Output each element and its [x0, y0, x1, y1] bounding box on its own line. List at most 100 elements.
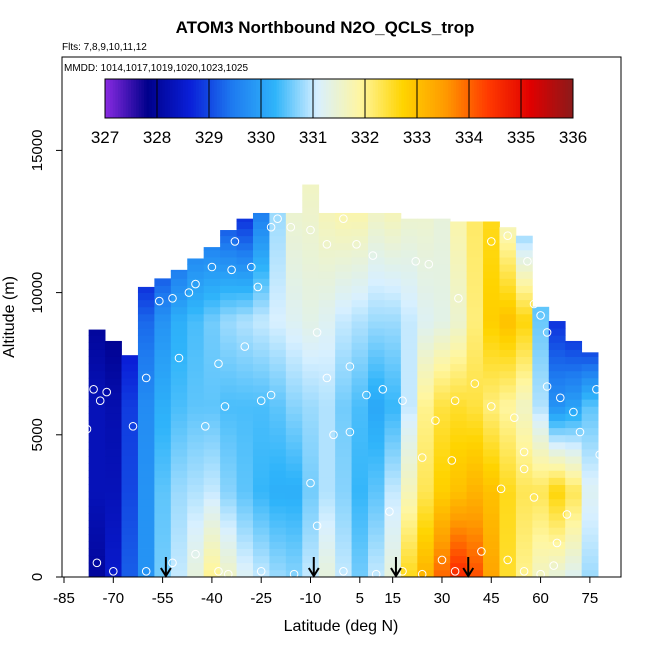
heatmap-cell — [220, 513, 237, 521]
observation-point — [575, 427, 585, 437]
observation-point — [155, 296, 164, 306]
heatmap-cell — [236, 420, 254, 429]
heatmap-cell — [170, 520, 188, 528]
heatmap-cell — [269, 541, 287, 549]
heatmap-cell — [121, 534, 139, 542]
heatmap-cell — [483, 441, 500, 450]
heatmap-cell — [187, 349, 205, 357]
heatmap-cell — [433, 527, 451, 535]
heatmap-cell — [318, 470, 336, 478]
heatmap-cell — [351, 321, 369, 329]
heatmap-cell — [351, 434, 369, 443]
heatmap-cell — [466, 548, 484, 557]
heatmap-cell — [335, 299, 352, 308]
heatmap-cell — [88, 498, 106, 507]
y-tick-label: 0 — [29, 573, 46, 581]
heatmap-cell — [105, 385, 122, 393]
heatmap-cell — [121, 477, 139, 485]
heatmap-cell — [318, 342, 336, 350]
observation-point — [431, 416, 440, 425]
heatmap-cell — [154, 498, 172, 507]
colorbar-segment — [463, 79, 467, 118]
heatmap-cell — [302, 477, 320, 485]
heatmap-cell — [400, 541, 418, 549]
heatmap-cell — [154, 470, 172, 478]
heatmap-cell — [302, 456, 320, 464]
heatmap-cell — [450, 356, 468, 365]
heatmap-cell — [483, 555, 500, 564]
colorbar-segment — [406, 79, 410, 118]
heatmap-cell — [154, 477, 172, 485]
heatmap-cell — [335, 321, 352, 329]
heatmap-cell — [335, 548, 352, 557]
colorbar-segment — [315, 79, 319, 118]
heatmap-cell — [154, 292, 172, 301]
heatmap-cell — [252, 212, 270, 215]
heatmap-cell — [384, 306, 402, 315]
observation-point — [536, 311, 545, 320]
observation-point — [556, 393, 565, 403]
observation-point — [503, 231, 513, 240]
heatmap-cell — [154, 413, 172, 421]
heatmap-cell — [515, 562, 533, 571]
heatmap-cell — [450, 548, 468, 557]
heatmap-cell — [515, 399, 533, 407]
heatmap-cell — [220, 562, 237, 571]
heatmap-cell — [400, 321, 418, 329]
heatmap-cell — [581, 491, 599, 500]
heatmap-cell — [170, 534, 188, 542]
heatmap-cell — [565, 513, 583, 521]
heatmap-cell — [285, 335, 303, 343]
heatmap-cell — [121, 385, 139, 393]
heatmap-cell — [417, 321, 435, 329]
heatmap-cell — [417, 342, 435, 350]
heatmap-cell — [203, 335, 221, 343]
heatmap-cell — [433, 470, 451, 478]
heatmap-cell — [105, 456, 122, 464]
heatmap-cell — [433, 363, 451, 372]
heatmap-cell — [318, 505, 336, 514]
heatmap-cell — [252, 349, 270, 357]
heatmap-cell — [483, 278, 500, 286]
heatmap-cell — [220, 230, 237, 237]
heatmap-cell — [154, 548, 172, 557]
heatmap-cell — [483, 427, 500, 436]
heatmap-cell — [351, 534, 369, 542]
heatmap-cell — [252, 385, 270, 393]
heatmap-cell — [269, 342, 287, 350]
heatmap-cell — [187, 363, 205, 372]
observation-point — [487, 402, 496, 411]
heatmap-cell — [220, 413, 237, 421]
heatmap-cell — [351, 406, 369, 414]
colorbar-segment — [206, 79, 210, 118]
heatmap-cell — [170, 370, 188, 379]
heatmap-cell — [154, 534, 172, 542]
heatmap-cell — [466, 541, 484, 549]
heatmap-cell — [351, 513, 369, 521]
heatmap-cell — [285, 399, 303, 407]
heatmap-cell — [137, 420, 155, 429]
heatmap-cell — [565, 420, 583, 429]
colorbar-segment — [110, 79, 114, 118]
heatmap-cell — [203, 555, 221, 564]
heatmap-cell — [433, 306, 451, 315]
observation-point — [595, 450, 605, 460]
heatmap-cell — [170, 484, 188, 493]
colorbar-segment — [370, 79, 374, 118]
heatmap-cell — [548, 434, 566, 443]
heatmap-cell — [105, 356, 122, 365]
heatmap-cell — [400, 562, 418, 571]
heatmap-cell — [499, 463, 517, 471]
heatmap-cell — [351, 413, 369, 421]
heatmap-cell — [548, 335, 566, 343]
heatmap-cell — [368, 441, 385, 450]
heatmap-cell — [302, 498, 320, 507]
heatmap-cell — [565, 349, 583, 357]
heatmap-cell — [450, 264, 468, 272]
heatmap-cell — [565, 569, 583, 577]
heatmap-cell — [548, 385, 566, 393]
colorbar-segment — [417, 79, 421, 118]
heatmap-cell — [581, 527, 599, 535]
heatmap-cell — [318, 406, 336, 414]
heatmap-cell — [137, 392, 155, 400]
